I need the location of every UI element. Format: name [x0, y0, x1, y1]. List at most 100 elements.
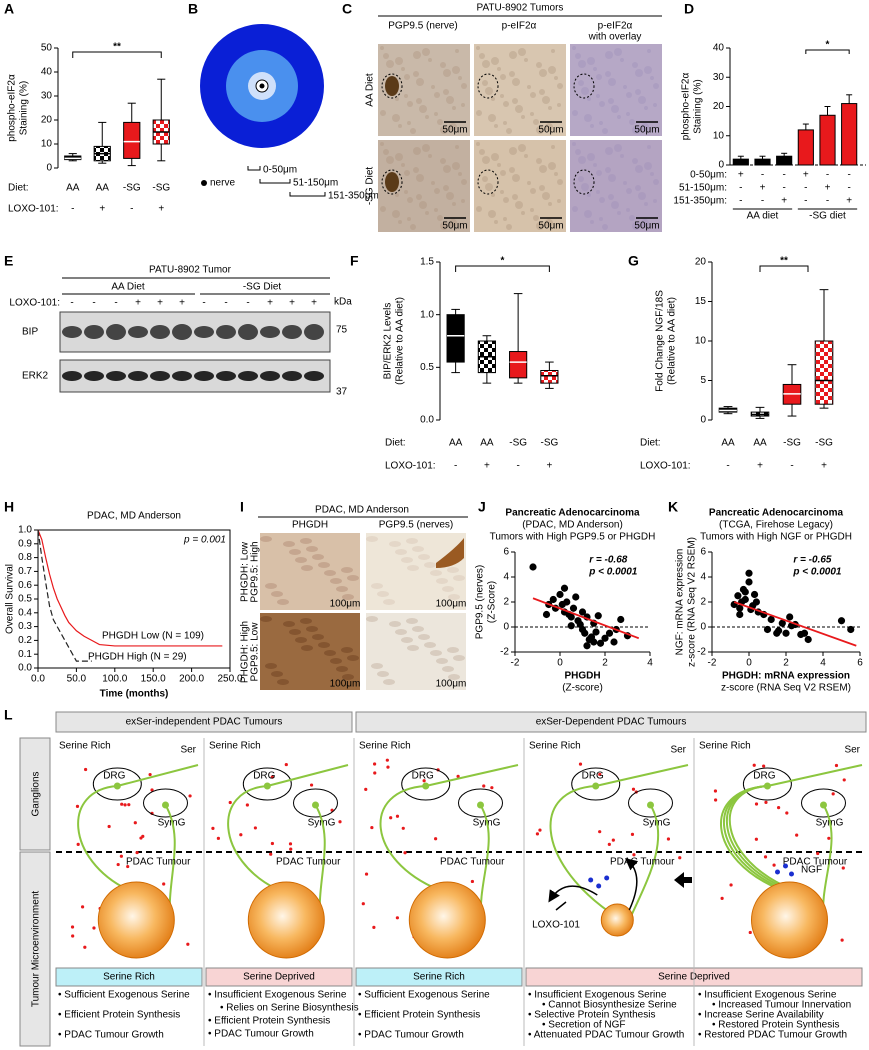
- texture: [324, 650, 336, 656]
- row-label: Diet:: [640, 438, 661, 449]
- y-axis-label: (Relative to AA diet): [395, 297, 406, 385]
- y-axis-label: Staining (%): [693, 79, 704, 133]
- label: DRG: [103, 771, 125, 782]
- y-tick-label: 0.8: [18, 552, 32, 563]
- panel-title: PATU-8902 Tumors: [477, 3, 564, 14]
- x-tick-label: 100.0: [102, 674, 127, 685]
- serine: [289, 847, 293, 851]
- band: [84, 325, 104, 339]
- texture: [578, 156, 586, 164]
- label: Serine Rich: [59, 741, 111, 752]
- survival-line: [37, 529, 92, 662]
- texture: [407, 645, 419, 651]
- row-value: -: [782, 183, 785, 194]
- neuron: [162, 801, 169, 809]
- point: [736, 604, 744, 612]
- x-tick-label: 4: [647, 658, 653, 669]
- texture: [536, 62, 542, 68]
- texture: [419, 105, 427, 113]
- panel-letter: A: [4, 1, 14, 17]
- row-value: -: [826, 170, 829, 181]
- bullet: • Sufficient Exogenous Serine: [358, 990, 490, 1001]
- texture: [599, 197, 605, 203]
- texture: [398, 220, 402, 224]
- texture: [452, 202, 456, 206]
- texture: [593, 67, 597, 71]
- texture: [448, 674, 460, 680]
- bullet: • Restored Protein Synthesis: [712, 1020, 839, 1031]
- lane-sign: -: [246, 298, 249, 309]
- texture: [425, 115, 429, 119]
- point: [767, 615, 775, 624]
- bullet: • Efficient Protein Synthesis: [358, 1010, 480, 1021]
- tumour: [751, 881, 828, 959]
- row-value: +: [821, 461, 827, 472]
- serine: [763, 855, 768, 859]
- row-label: Diet:: [8, 183, 29, 194]
- bullet: • Insufficient Exogenous Serine: [698, 990, 837, 1001]
- texture: [437, 215, 443, 221]
- serine: [785, 811, 789, 815]
- texture: [449, 123, 457, 131]
- bullet: • PDAC Tumour Growth: [358, 1030, 464, 1041]
- texture: [461, 179, 467, 185]
- texture: [447, 647, 459, 653]
- row-label: LOXO-101:: [385, 461, 436, 472]
- point: [741, 588, 749, 596]
- serine: [578, 762, 583, 766]
- texture: [578, 60, 586, 68]
- ngf: [775, 869, 780, 875]
- neuron: [647, 801, 654, 809]
- y-tick-label: 20: [41, 115, 53, 126]
- texture: [283, 621, 295, 627]
- lane-sign: +: [157, 298, 163, 309]
- serine: [776, 806, 781, 810]
- serine: [611, 838, 615, 842]
- band: [304, 371, 324, 381]
- serine: [434, 837, 438, 841]
- texture: [479, 149, 485, 155]
- panel-title: PDAC, MD Anderson: [315, 505, 409, 516]
- row-value: +: [484, 461, 490, 472]
- y-tick-label: 6: [503, 547, 509, 558]
- y-tick-label: -2: [697, 647, 706, 658]
- point: [560, 584, 569, 592]
- texture: [608, 194, 614, 200]
- serine: [842, 778, 846, 782]
- nerve-stain: [436, 538, 464, 568]
- y-tick-label: 4: [700, 572, 706, 583]
- inhibitor: [555, 901, 567, 911]
- row-label: AA Diet: [365, 73, 376, 107]
- label: Ser: [180, 745, 196, 756]
- column-header: with overlay: [588, 32, 642, 43]
- texture: [277, 679, 289, 685]
- texture: [530, 208, 534, 212]
- serine: [490, 786, 494, 790]
- texture: [581, 87, 589, 95]
- row-value: AA: [96, 183, 110, 194]
- marker-label: 75: [336, 325, 348, 336]
- label: Ser: [670, 745, 686, 756]
- nerve-outline: [477, 169, 499, 195]
- significance: **: [113, 42, 121, 53]
- row-value: -SG: [509, 438, 527, 449]
- texture: [575, 53, 581, 59]
- texture: [581, 183, 589, 191]
- texture: [512, 174, 520, 182]
- side-label: Tumour Microenvironment: [31, 891, 42, 1008]
- scale-label: 100μm: [436, 679, 467, 690]
- texture: [497, 67, 501, 71]
- texture: [653, 199, 657, 203]
- texture: [452, 66, 460, 74]
- label: DRG: [253, 771, 275, 782]
- y-tick-label: 0: [718, 160, 724, 171]
- texture: [500, 170, 506, 176]
- survival-line: [37, 529, 223, 647]
- texture: [632, 158, 638, 164]
- nerve-outline: [477, 73, 499, 99]
- serine: [720, 896, 724, 901]
- texture: [407, 197, 413, 203]
- texture: [614, 48, 622, 56]
- label: LOXO-101: [532, 920, 580, 931]
- texture: [590, 124, 594, 128]
